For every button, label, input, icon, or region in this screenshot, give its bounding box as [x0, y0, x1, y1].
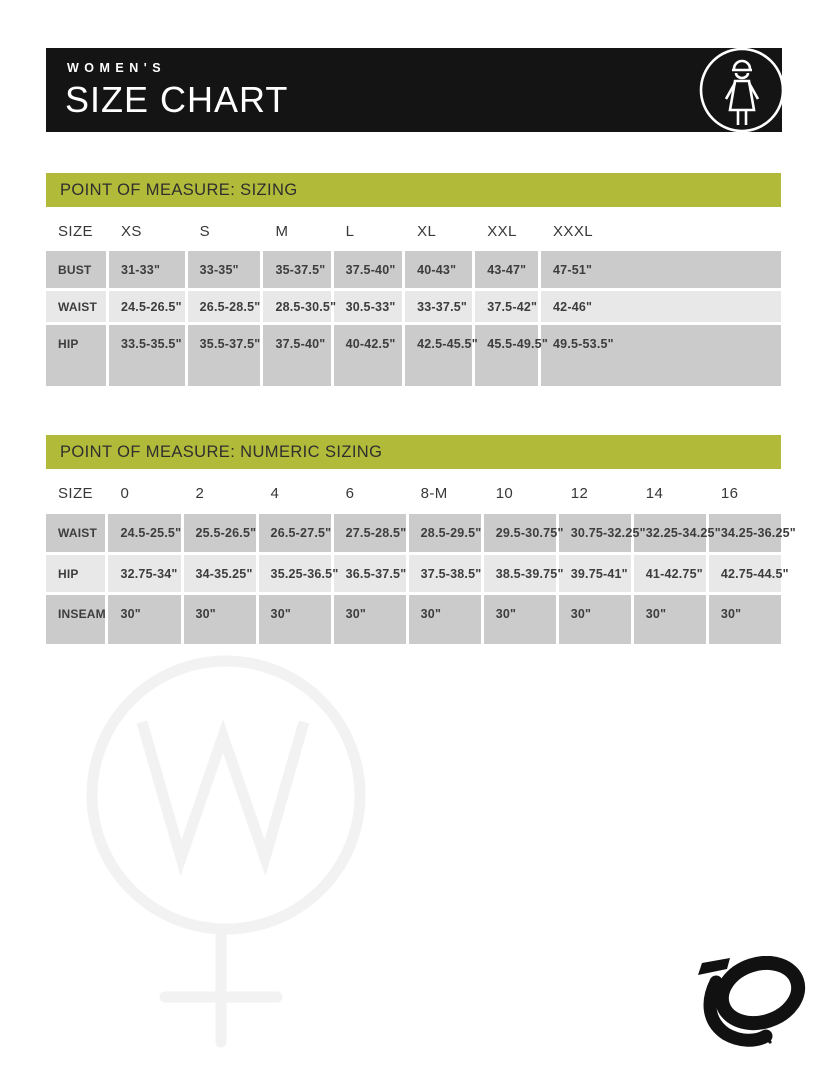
- column-header: SIZE: [58, 223, 93, 240]
- row-label: WAIST: [46, 291, 106, 322]
- size-cell: 35.5-37.5": [187, 325, 261, 386]
- size-cell: 30": [183, 595, 256, 644]
- size-cell: 37.5-40": [333, 251, 403, 288]
- size-cell: 40-42.5": [333, 325, 403, 386]
- table-row: HIP 32.75-34" 34-35.25" 35.25-36.5" 36.5-37.…: [46, 555, 789, 592]
- section-title-sizing: POINT OF MEASURE: SIZING: [46, 173, 781, 207]
- size-cell: 36.5-37.5": [333, 555, 406, 592]
- row-label: HIP: [46, 325, 106, 386]
- column-header: SIZE: [58, 484, 93, 502]
- size-cell: 32.75-34": [108, 555, 181, 592]
- column-header: M: [275, 223, 289, 240]
- column-header: 8-M: [420, 484, 448, 502]
- row-label: BUST: [46, 251, 106, 288]
- column-header: XXXL: [553, 223, 593, 240]
- page-title: SIZE CHART: [65, 79, 289, 120]
- size-cell: 29.5-30.75": [483, 514, 563, 552]
- column-header: 0: [120, 484, 130, 502]
- size-cell: 30": [408, 595, 481, 644]
- size-cell: 37.5-42": [475, 291, 539, 322]
- column-header: 16: [720, 484, 739, 502]
- size-cell: 30": [258, 595, 331, 644]
- pearl-izumi-logo-icon: [698, 956, 806, 1047]
- woman-figure-icon: [699, 47, 785, 133]
- size-cell: 28.5-30.5": [263, 291, 336, 322]
- size-cell: 37.5-40": [263, 325, 331, 386]
- size-cell: 43-47": [475, 251, 539, 288]
- size-cell: 34.25-36.25": [708, 514, 796, 552]
- table-row: HIP 33.5-35.5" 35.5-37.5" 37.5-40" 40-42.5" 4…: [46, 325, 781, 386]
- size-cell: 30": [333, 595, 406, 644]
- column-header: 4: [270, 484, 280, 502]
- size-cell: 39.75-41": [558, 555, 631, 592]
- size-cell: 37.5-38.5": [408, 555, 481, 592]
- size-cell: 45.5-49.5": [475, 325, 548, 386]
- column-header: XL: [417, 223, 437, 240]
- size-cell: 47-51": [541, 251, 781, 288]
- size-cell: 49.5-53.5": [541, 325, 781, 386]
- size-cell: 33-35": [187, 251, 261, 288]
- size-cell: 26.5-27.5": [258, 514, 331, 552]
- header-banner: WOMEN'S SIZE CHART: [46, 47, 785, 133]
- size-cell: 34-35.25": [183, 555, 256, 592]
- table-row: BUST 31-33" 33-35" 35-37.5" 37.5-40" 40-43" 43…: [46, 251, 781, 288]
- size-cell: 24.5-26.5": [108, 291, 185, 322]
- sizing-table-header-row: SIZE XS S M L XL XXL XXXL: [46, 215, 781, 248]
- size-cell: 26.5-28.5": [187, 291, 261, 322]
- size-cell: 24.5-25.5": [108, 514, 181, 552]
- table-row: WAIST 24.5-25.5" 25.5-26.5" 26.5-27.5" 27.5-…: [46, 514, 796, 552]
- size-cell: 32.25-34.25": [633, 514, 721, 552]
- size-cell: 30": [483, 595, 556, 644]
- size-cell: 31-33": [108, 251, 185, 288]
- size-cell: 38.5-39.75": [483, 555, 563, 592]
- column-header: 10: [495, 484, 514, 502]
- column-header: L: [345, 223, 355, 240]
- size-cell: 30": [558, 595, 631, 644]
- size-cell: 42-46": [541, 291, 781, 322]
- size-cell: 35-37.5": [263, 251, 331, 288]
- size-cell: 42.75-44.5": [708, 555, 789, 592]
- size-cell: 27.5-28.5": [333, 514, 406, 552]
- row-label: INSEAM: [46, 595, 106, 644]
- size-cell: 33.5-35.5": [108, 325, 185, 386]
- column-header: S: [199, 223, 211, 240]
- column-header: XS: [120, 223, 142, 240]
- numeric-sizing-table: SIZE 0 2 4 6 8-M 10 12 14 16 WAIST 24.5-25.5" 25.5-…: [43, 472, 796, 647]
- size-cell: 41-42.75": [633, 555, 706, 592]
- size-cell: 33-37.5": [405, 291, 473, 322]
- size-cell: 25.5-26.5": [183, 514, 256, 552]
- table-row: INSEAM 30" 30" 30" 30" 30" 30" 30" 30" 30": [46, 595, 781, 644]
- section-title-numeric-sizing: POINT OF MEASURE: NUMERIC SIZING: [46, 435, 781, 469]
- size-cell: 35.25-36.5": [258, 555, 338, 592]
- sizing-table: SIZE XS S M L XL XXL XXXL BUST 31-33" 33-35" 35-37…: [43, 212, 784, 389]
- row-label: HIP: [46, 555, 106, 592]
- column-header: 14: [645, 484, 664, 502]
- column-header: 12: [570, 484, 589, 502]
- numeric-table-header-row: SIZE 0 2 4 6 8-M 10 12 14 16: [46, 475, 781, 511]
- column-header: 2: [195, 484, 205, 502]
- size-cell: 30.5-33": [333, 291, 403, 322]
- size-cell: 30.75-32.25": [558, 514, 646, 552]
- size-cell: 30": [108, 595, 181, 644]
- size-cell: 30": [633, 595, 706, 644]
- table-row: WAIST 24.5-26.5" 26.5-28.5" 28.5-30.5" 30.5-…: [46, 291, 781, 322]
- size-cell: 28.5-29.5": [408, 514, 481, 552]
- column-header: 6: [345, 484, 355, 502]
- header-eyebrow: WOMEN'S: [67, 61, 167, 75]
- size-cell: 42.5-45.5": [405, 325, 478, 386]
- size-cell: 30": [708, 595, 781, 644]
- size-cell: 40-43": [405, 251, 473, 288]
- column-header: XXL: [487, 223, 517, 240]
- row-label: WAIST: [46, 514, 106, 552]
